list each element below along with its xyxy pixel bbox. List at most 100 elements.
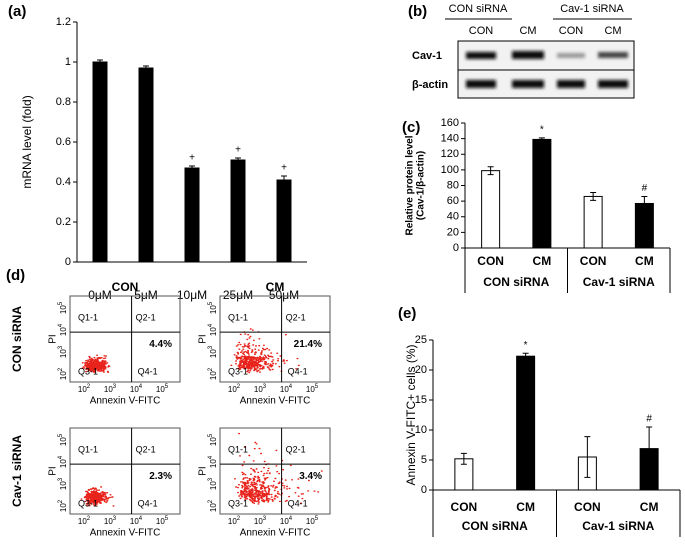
- y-axis-label: Annexin V-FITC+ cells (%): [404, 344, 418, 485]
- column-label: CM: [266, 280, 285, 294]
- column-label: CON: [112, 280, 139, 294]
- tick-exponent: 5: [165, 384, 169, 390]
- tick-exponent: 3: [113, 384, 117, 390]
- y-tick-label: 20: [415, 364, 427, 376]
- significance-marker: *: [524, 340, 528, 351]
- plot-frame: [69, 427, 181, 515]
- x-tick-label: 103: [104, 516, 117, 527]
- y-tick-label: 105: [208, 433, 219, 446]
- tick-base: 10: [306, 517, 315, 526]
- x-tick-label: 0μM: [88, 288, 112, 302]
- tick-exponent: 2: [87, 384, 91, 390]
- quadrant-label: Q2-1: [136, 444, 156, 454]
- event-dots: [80, 486, 115, 507]
- y-tick-label: 20: [447, 226, 459, 238]
- panel-label: (e): [398, 305, 416, 322]
- y-axis-label: PI: [198, 466, 209, 475]
- y-tick-label: 104: [208, 323, 219, 336]
- x-tick-label: CM: [533, 254, 552, 268]
- x-axis-label: Annexin V-FITC: [90, 396, 161, 407]
- tick-exponent: 4: [208, 455, 214, 459]
- tick-exponent: 5: [58, 433, 64, 437]
- plot-frame: [69, 295, 181, 383]
- row-label: Cav-1 siRNA: [10, 435, 24, 507]
- y-axis-label: (Cav-1/β-actin): [416, 151, 427, 220]
- quadrant-label: Q4-1: [288, 366, 308, 376]
- x-tick-label: CM: [516, 500, 535, 514]
- tick-base: 10: [209, 437, 218, 446]
- significance-marker: #: [646, 414, 652, 425]
- event-dots: [234, 432, 323, 505]
- x-axis-label: Annexin V-FITC: [90, 528, 161, 539]
- tick-exponent: 2: [208, 499, 214, 503]
- bar: [532, 138, 552, 249]
- x-tick-label: 104: [280, 516, 293, 527]
- tick-exponent: 3: [263, 384, 267, 390]
- y-tick-label: 103: [208, 345, 219, 358]
- y-tick-label: 102: [58, 367, 69, 380]
- bar: [92, 61, 108, 263]
- y-tick-label: 0.2: [56, 216, 71, 228]
- bar: [481, 170, 501, 249]
- row-label: CON siRNA: [10, 306, 24, 372]
- y-axis-label: PI: [48, 334, 59, 343]
- tick-exponent: 5: [208, 301, 214, 305]
- x-tick-label: 105: [156, 516, 169, 527]
- tick-base: 10: [280, 385, 289, 394]
- tick-exponent: 5: [208, 433, 214, 437]
- x-tick-label: 102: [228, 384, 241, 395]
- y-tick-label: 0.4: [56, 176, 71, 188]
- tick-base: 10: [59, 503, 68, 512]
- tick-exponent: 4: [139, 384, 143, 390]
- tick-base: 10: [209, 327, 218, 336]
- tick-exponent: 4: [58, 323, 64, 327]
- tick-base: 10: [59, 459, 68, 468]
- quadrant-label: Q1-1: [78, 312, 98, 322]
- x-tick-label: 105: [306, 516, 319, 527]
- lane-label: CON: [469, 25, 494, 37]
- bands: [466, 51, 628, 88]
- row-label: β-actin: [412, 79, 448, 91]
- significance-marker: +: [235, 145, 241, 156]
- quadrant-label: Q3-1: [78, 498, 98, 508]
- x-tick-label: 102: [78, 516, 91, 527]
- error-bar: [584, 436, 591, 478]
- group-label: CON siRNA: [483, 275, 549, 289]
- tick-exponent: 3: [113, 516, 117, 522]
- tick-exponent: 2: [237, 384, 241, 390]
- y-axis-label: mRNA level (fold): [20, 95, 34, 188]
- y-tick-label: 1: [65, 56, 71, 68]
- y-tick-label: 5: [421, 454, 427, 466]
- error-bar: [522, 352, 529, 360]
- y-tick-label: 160: [441, 117, 459, 129]
- error-bar: [646, 426, 653, 471]
- tick-exponent: 4: [139, 516, 143, 522]
- percentage: 2.3%: [149, 471, 172, 482]
- y-tick-label: 103: [58, 345, 69, 358]
- tick-exponent: 3: [58, 345, 64, 349]
- y-tick-label: 10: [415, 424, 427, 436]
- tick-base: 10: [59, 371, 68, 380]
- y-tick-label: 103: [58, 477, 69, 490]
- y-tick-label: 103: [208, 477, 219, 490]
- error-bar: [97, 59, 103, 65]
- error-bar: [189, 165, 195, 171]
- quadrant-label: Q3-1: [228, 366, 248, 376]
- tick-base: 10: [78, 517, 87, 526]
- tick-exponent: 5: [315, 516, 319, 522]
- quadrant-label: Q3-1: [228, 498, 248, 508]
- tick-base: 10: [209, 459, 218, 468]
- error-bar: [487, 166, 494, 176]
- tick-base: 10: [104, 385, 113, 394]
- error-bar: [143, 65, 149, 71]
- bar: [138, 67, 154, 263]
- tick-exponent: 5: [315, 384, 319, 390]
- tick-exponent: 2: [208, 367, 214, 371]
- error-bar: [460, 452, 467, 465]
- significance-marker: #: [642, 183, 648, 194]
- significance-marker: +: [189, 153, 195, 164]
- y-tick-label: 104: [208, 455, 219, 468]
- tick-exponent: 5: [58, 301, 64, 305]
- tick-base: 10: [209, 481, 218, 490]
- x-tick-label: CON: [477, 254, 504, 268]
